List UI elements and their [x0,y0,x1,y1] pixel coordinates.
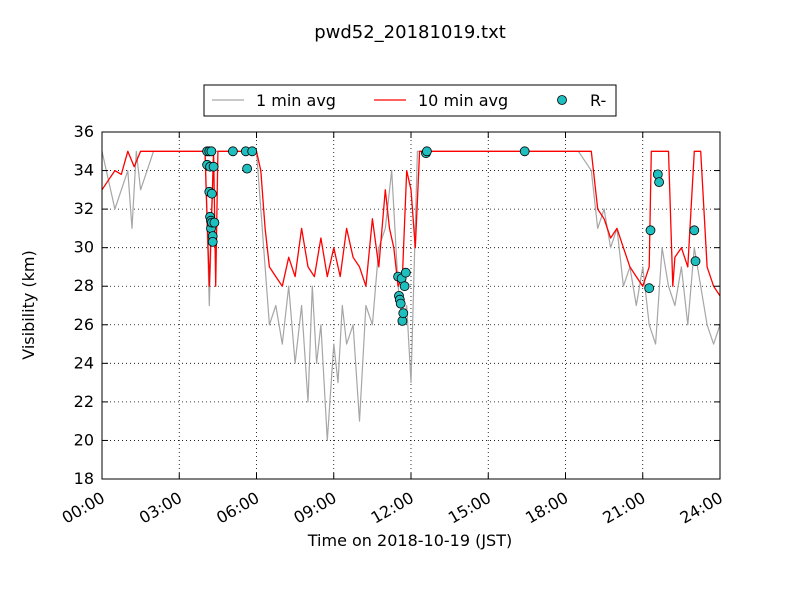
y-axis-ticks: 18 20 22 24 26 28 30 32 34 36 [74,122,720,488]
rain-marker [206,146,217,157]
rain-marker [690,256,701,267]
legend-rain-label: R- [590,91,606,110]
rain-marker [395,298,406,309]
rain-marker [208,161,219,172]
y-axis-label: Visibility (km) [19,250,38,359]
legend-1min-label: 1 min avg [256,91,336,110]
rain-marker [206,188,217,199]
rain-marker [209,217,220,228]
y-tick-label: 24 [74,353,94,372]
rain-marker [654,177,664,188]
rain-marker [207,236,218,247]
rain-marker [227,146,238,157]
rain-marker [645,225,656,236]
x-axis-label: Time on 2018-10-19 (JST) [307,531,512,550]
legend-box [203,84,617,117]
y-tick-label: 26 [74,315,94,334]
rain-marker [398,308,409,319]
legend: 1 min avg 10 min avg R- [203,84,617,117]
legend-rain-marker [557,95,567,105]
rain-marker [247,146,258,157]
y-tick-label: 22 [74,392,94,411]
y-tick-label: 30 [74,238,94,257]
rain-marker [421,146,432,157]
y-tick-label: 32 [74,199,94,218]
rain-marker [519,146,530,157]
rain-marker [689,225,700,236]
chart-title: pwd52_20181019.txt [314,22,506,43]
y-tick-label: 34 [74,161,94,180]
rain-marker [399,281,410,292]
y-tick-label: 28 [74,276,94,295]
y-tick-label: 18 [74,469,94,488]
rain-marker [400,267,411,278]
rain-marker [242,163,253,174]
series-rain-markers [202,146,701,326]
legend-10min-label: 10 min avg [418,91,508,110]
rain-marker [644,283,655,294]
y-tick-label: 36 [74,122,94,141]
y-tick-label: 20 [74,430,94,449]
